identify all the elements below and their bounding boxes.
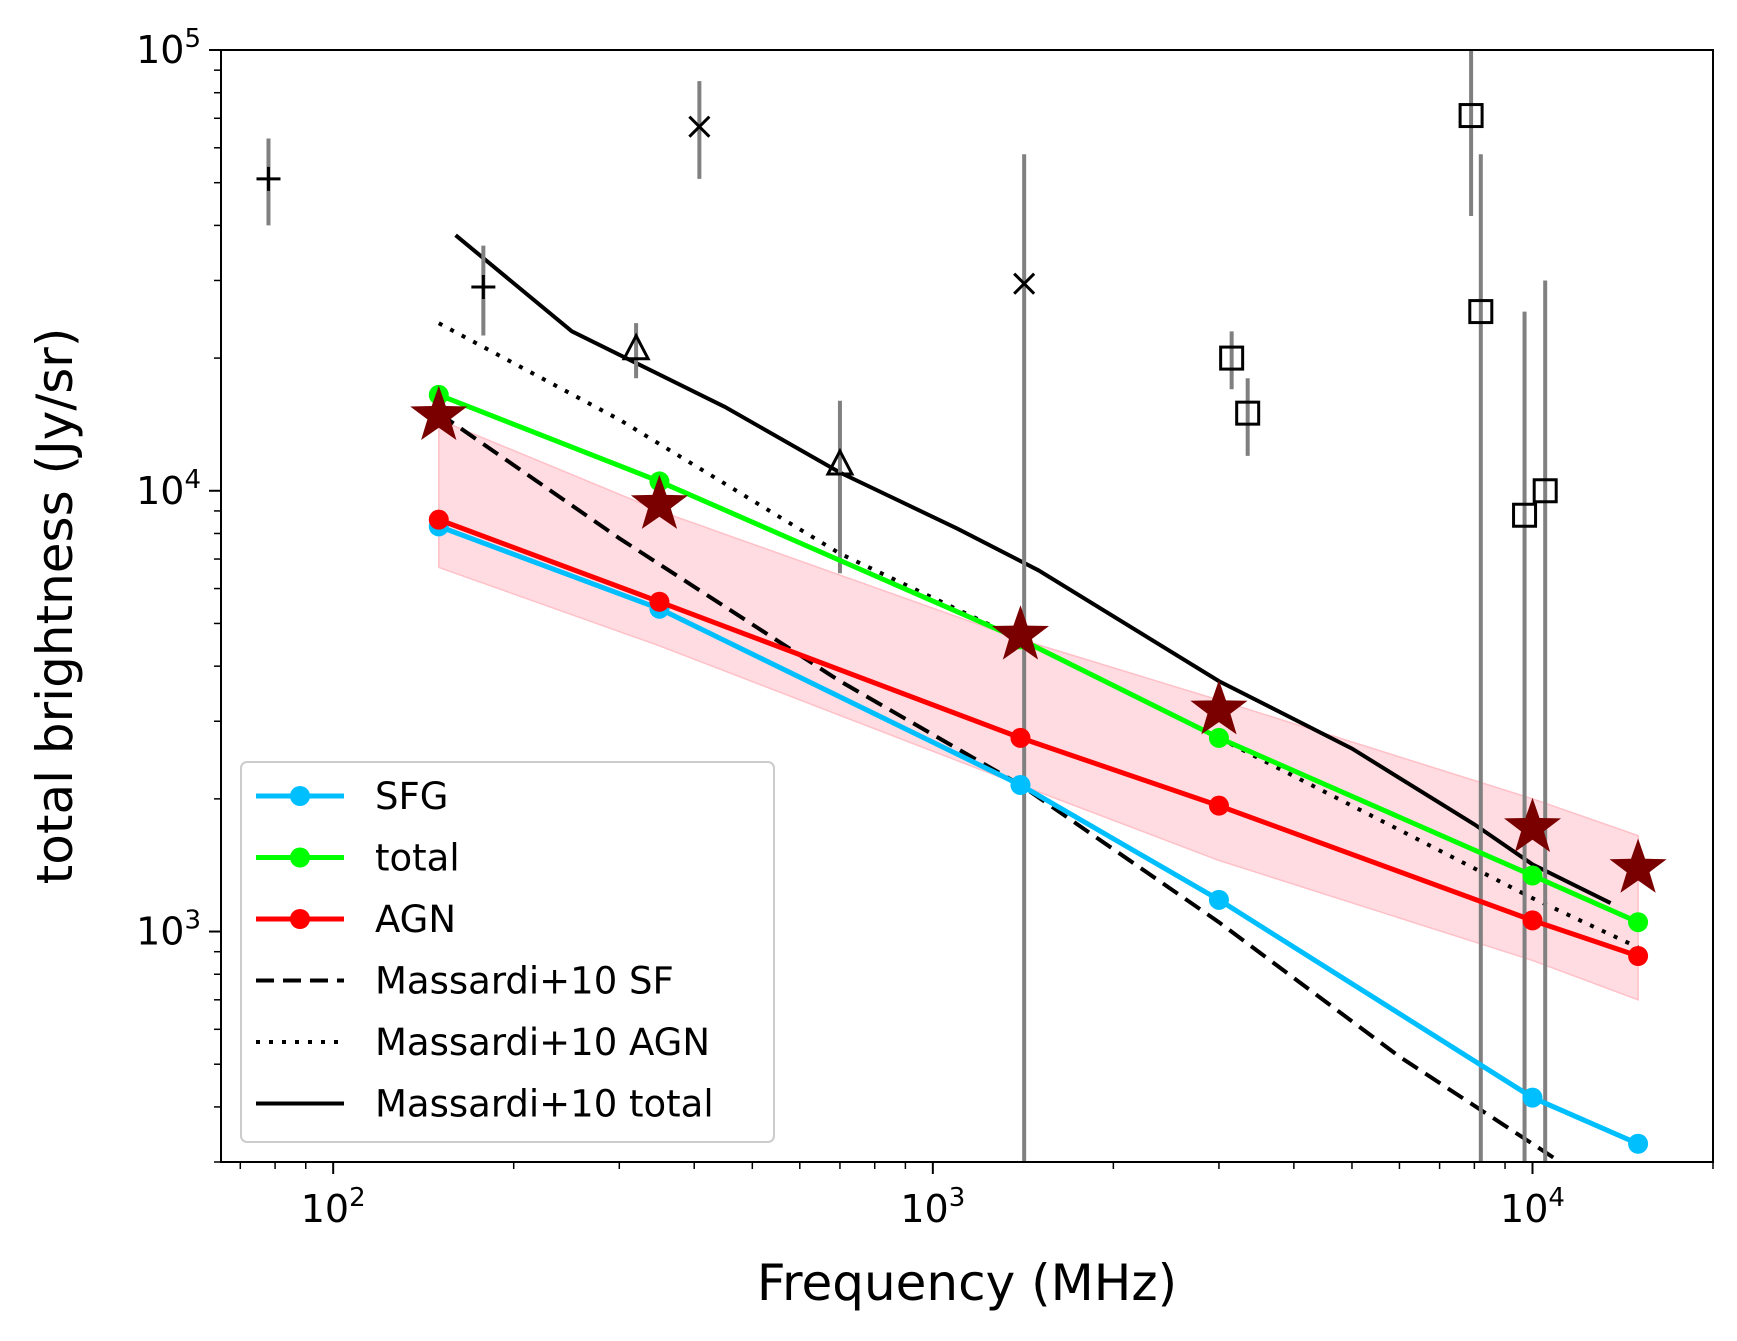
x-axis-label: Frequency (MHz) [757,1254,1177,1312]
series-sfg [437,524,1640,1147]
legend-label-massardi-10-sf: Massardi+10 SF [375,960,674,1003]
point-sfg-2 [1010,775,1031,796]
legend-label-massardi-10-agn: Massardi+10 AGN [375,1021,710,1064]
star-point-3 [1190,680,1248,735]
legend-label-agn: AGN [375,898,456,941]
obs-marker-square-9 [1468,299,1494,325]
star-point-0 [410,385,468,440]
y-tick-label-3: 103 [136,906,201,954]
x-tick-label-3: 103 [900,1183,965,1231]
obs-marker-triangle-3 [825,447,855,476]
obs-marker-x-5 [1013,272,1036,295]
point-agn-5 [1628,946,1649,967]
legend-label-total: total [375,837,460,880]
point-agn-0 [428,509,449,530]
obs-marker-plus-1 [471,274,496,299]
obs-marker-square-11 [1532,478,1558,504]
legend: SFG total AGN Massardi+10 SF Massardi+10 AGN… [240,761,775,1143]
point-total-4 [1522,865,1543,886]
series-agn [437,517,1639,959]
legend-marker-agn [290,909,310,929]
series-massardi-10-total [454,233,1612,905]
point-agn-2 [1010,727,1031,748]
obs-marker-square-7 [1235,400,1261,426]
star-point-1 [630,474,688,529]
legend-marker-total [290,847,310,868]
legend-box [240,761,775,1143]
legend-label-massardi-10-total: Massardi+10 total [375,1083,714,1126]
series-total [437,392,1640,925]
x-tick-label-2: 102 [301,1183,366,1231]
y-axis-label: total brightness (Jy/sr) [26,328,84,885]
point-total-5 [1628,912,1649,933]
axes: 102 103 104 103 104 105 [136,24,1714,1231]
point-total-3 [1208,727,1229,748]
star-point-5 [1609,838,1667,893]
obs-marker-triangle-2 [621,332,651,361]
legend-label-sfg: SFG [375,775,448,818]
point-agn-3 [1208,795,1229,816]
obs-marker-x-4 [688,115,711,138]
obs-marker-plus-0 [256,166,281,191]
x-tick-label-4: 104 [1500,1183,1565,1231]
star-point-4 [1504,797,1561,852]
star-point-2 [991,605,1049,660]
y-tick-label-5: 105 [136,24,201,72]
legend-marker-sfg [290,786,310,806]
point-agn-1 [649,591,670,612]
plot-area [256,50,1667,1162]
point-sfg-3 [1208,889,1229,910]
point-sfg-4 [1522,1087,1543,1108]
obs-marker-square-6 [1219,345,1245,371]
series-massardi-10-agn [437,321,1639,950]
y-tick-label-4: 104 [136,465,201,513]
obs-marker-square-8 [1458,103,1484,129]
point-sfg-5 [1628,1133,1649,1154]
series-massardi-10-sf [437,411,1564,1162]
obs-marker-square-10 [1512,502,1538,528]
point-agn-4 [1522,910,1543,931]
plot-frame [220,49,1714,1163]
